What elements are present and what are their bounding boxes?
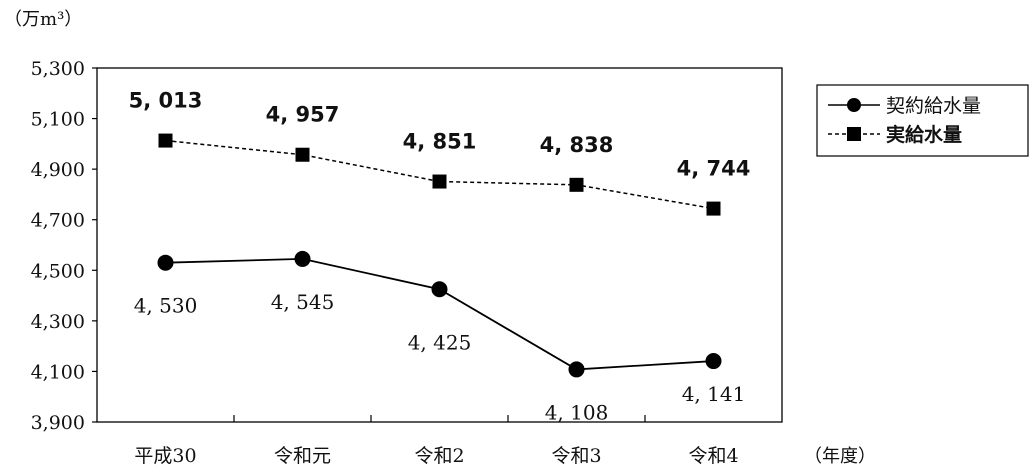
data-point <box>157 254 174 271</box>
y-axis-unit-label: （万m³） <box>4 9 82 30</box>
data-point <box>432 174 447 189</box>
data-label: 5, 013 <box>129 89 203 113</box>
y-axis: 3,900 4,100 4,300 4,500 4,700 4,900 5,100 5,300 <box>31 58 97 434</box>
y-tick-label: 4,900 <box>31 159 85 181</box>
legend-item: 契約給水量 <box>828 95 981 117</box>
x-axis: 平成30 令和元 令和2 令和3 令和4 <box>134 415 739 467</box>
data-label: 4, 744 <box>677 157 751 181</box>
data-point <box>431 281 448 298</box>
data-point <box>705 353 722 370</box>
plot-area <box>96 67 783 423</box>
y-tick-label: 5,300 <box>31 58 85 80</box>
data-label: 4, 545 <box>271 290 335 314</box>
data-label: 4, 957 <box>266 103 340 127</box>
data-point <box>706 201 721 216</box>
data-point <box>295 147 310 162</box>
data-point <box>568 361 585 378</box>
data-label: 4, 530 <box>134 294 198 318</box>
series-contract-water-volume: 4, 530 4, 545 4, 425 4, 108 4, 141 <box>134 250 746 424</box>
x-tick-label: 令和2 <box>414 445 464 467</box>
data-label: 4, 108 <box>545 400 609 424</box>
x-tick-label: 令和4 <box>688 445 738 467</box>
plot-border <box>96 67 783 423</box>
series-line <box>165 139 714 210</box>
data-label: 4, 838 <box>540 133 614 157</box>
y-tick-label: 4,300 <box>31 311 85 333</box>
legend-label: 実給水量 <box>886 123 962 146</box>
y-tick-label: 5,100 <box>31 109 85 131</box>
x-tick-label: 令和元 <box>274 445 331 467</box>
data-label: 4, 425 <box>408 330 472 354</box>
x-axis-unit-label: （年度） <box>804 446 876 467</box>
x-tick-label: 平成30 <box>134 445 196 467</box>
data-point <box>294 250 311 267</box>
data-label: 4, 141 <box>682 382 746 406</box>
legend-label: 契約給水量 <box>886 95 981 117</box>
data-point <box>569 177 584 192</box>
x-tick-label: 令和3 <box>551 445 601 467</box>
data-label: 4, 851 <box>403 130 477 154</box>
legend-item: 実給水量 <box>828 123 962 146</box>
series-actual-water-volume: 5, 013 4, 957 4, 851 4, 838 4, 744 <box>129 89 751 216</box>
legend-box <box>816 84 1029 157</box>
legend-marker <box>847 98 861 112</box>
legend-marker <box>847 127 861 141</box>
data-point <box>158 133 173 148</box>
y-tick-label: 4,100 <box>31 361 85 383</box>
series-layer: 4, 530 4, 545 4, 425 4, 108 4, 141 5, 013 4, 9… <box>129 89 751 425</box>
y-tick-label: 4,700 <box>31 210 85 232</box>
y-tick-label: 4,500 <box>31 260 85 282</box>
y-tick-label: 3,900 <box>31 412 85 434</box>
